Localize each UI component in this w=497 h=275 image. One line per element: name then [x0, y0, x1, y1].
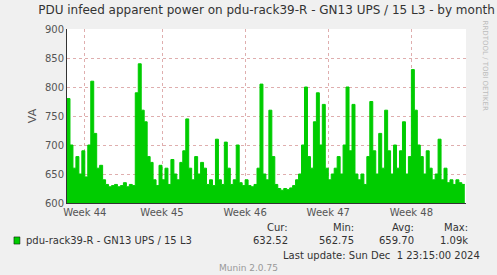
svg-text:1.09k: 1.09k [440, 235, 468, 246]
svg-text:Avg:: Avg: [392, 222, 414, 233]
svg-text:Week 46: Week 46 [223, 207, 266, 218]
svg-text:650: 650 [45, 169, 64, 180]
svg-text:Week 48: Week 48 [390, 207, 433, 218]
svg-text:900: 900 [45, 24, 64, 35]
svg-text:Cur:: Cur: [267, 222, 288, 233]
svg-text:562.75: 562.75 [319, 235, 354, 246]
svg-text:850: 850 [45, 53, 64, 64]
svg-text:632.52: 632.52 [253, 235, 288, 246]
svg-text:659.70: 659.70 [379, 235, 414, 246]
svg-text:800: 800 [45, 82, 64, 93]
svg-text:Week 47: Week 47 [307, 207, 350, 218]
svg-text:Week 44: Week 44 [63, 207, 106, 218]
svg-text:600: 600 [45, 198, 64, 209]
svg-text:VA: VA [26, 108, 39, 123]
svg-text:Min:: Min: [333, 222, 354, 233]
svg-text:PDU infeed apparent power on p: PDU infeed apparent power on pdu-rack39-… [38, 3, 495, 17]
svg-text:Last update: Sun Dec 1 23:15:: Last update: Sun Dec 1 23:15:00 2024 [283, 250, 480, 261]
svg-text:700: 700 [45, 140, 64, 151]
svg-text:RRDTOOL / TOBI OETIKER: RRDTOOL / TOBI OETIKER [481, 21, 489, 111]
svg-text:Munin 2.0.75: Munin 2.0.75 [219, 263, 278, 273]
svg-text:Week 45: Week 45 [140, 207, 183, 218]
svg-text:Max:: Max: [444, 222, 468, 233]
svg-text:750: 750 [45, 111, 64, 122]
svg-text:pdu-rack39-R - GN13 UPS / 15 L: pdu-rack39-R - GN13 UPS / 15 L3 [26, 235, 192, 246]
